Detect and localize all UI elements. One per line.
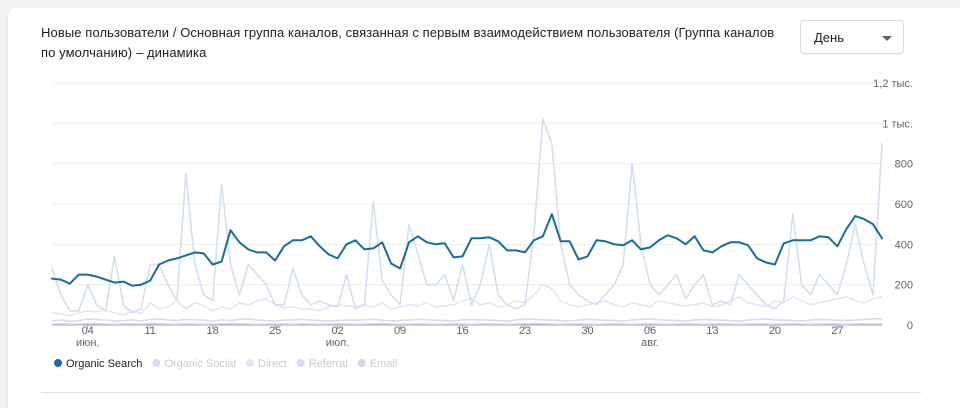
- legend-label: Direct: [258, 358, 287, 370]
- x-tick-label: 13: [706, 325, 718, 337]
- y-tick-label: 800: [895, 159, 913, 171]
- granularity-dropdown[interactable]: День: [800, 20, 904, 54]
- legend-marker: [296, 359, 305, 367]
- x-tick-label: 04: [82, 325, 94, 337]
- x-tick-label: 11: [144, 325, 155, 337]
- series-line-direct: [51, 283, 883, 317]
- x-tick-label: 09: [394, 325, 406, 337]
- card-divider: [41, 392, 921, 393]
- granularity-value: День: [814, 30, 844, 45]
- x-tick-label: 06: [644, 325, 656, 337]
- y-tick-label: 400: [895, 239, 913, 251]
- legend-marker: [152, 359, 161, 367]
- series-line-organic-social: [51, 118, 883, 314]
- y-tick-label: 200: [895, 280, 913, 292]
- legend-marker: [357, 359, 366, 367]
- x-tick-label: 02: [331, 325, 343, 337]
- x-tick-label: 23: [519, 325, 531, 337]
- legend-marker: [54, 359, 62, 367]
- legend-label: Referral: [309, 358, 348, 370]
- legend-label: Email: [370, 358, 398, 370]
- x-tick-label: 18: [207, 325, 219, 337]
- legend-marker: [245, 359, 254, 367]
- x-tick-label: 16: [456, 325, 468, 337]
- legend-label: Organic Search: [66, 358, 142, 370]
- x-tick-label: 25: [269, 325, 281, 337]
- y-tick-label: 1,2 тыс.: [873, 78, 913, 90]
- x-tick-label: 27: [831, 325, 843, 337]
- x-tick-sublabel: июл.: [326, 337, 350, 349]
- chevron-down-icon: [882, 36, 892, 41]
- y-tick-label: 600: [895, 199, 913, 211]
- x-tick-sublabel: июн.: [76, 337, 100, 349]
- series-line-referral: [51, 317, 883, 323]
- x-tick-label: 20: [769, 325, 781, 337]
- chart-title: Новые пользователи / Основная группа кан…: [41, 25, 775, 60]
- chart-card: [8, 8, 960, 408]
- series-line-organic-search: [51, 213, 883, 287]
- y-tick-label: 1 тыс.: [882, 118, 913, 130]
- y-tick-label: 0: [907, 320, 913, 332]
- x-tick-label: 30: [581, 325, 593, 337]
- legend-label: Organic Social: [164, 358, 236, 370]
- x-tick-sublabel: авг.: [641, 337, 659, 349]
- series-line-email: [51, 322, 883, 326]
